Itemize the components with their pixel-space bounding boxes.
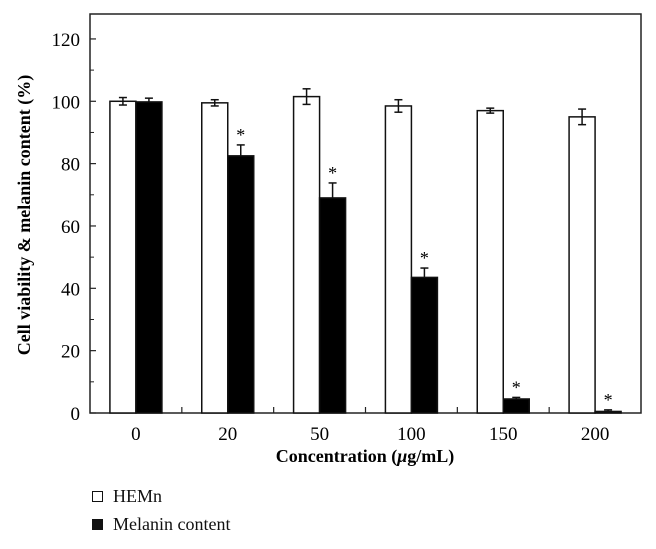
legend-item-melanin: Melanin content: [92, 510, 230, 538]
legend-label: HEMn: [113, 485, 162, 506]
y-tick-label: 80: [61, 155, 80, 176]
x-tick-label: 0: [131, 424, 141, 445]
bar: [568, 116, 596, 414]
bar-chart: 0 20 40 60 80 100 120 0 20 * 50 * 100 * 150 * 200 * Cell …: [14, 13, 642, 467]
x-tick-label: 200: [581, 424, 610, 445]
plot-area: 0 20 40 60 80 100 120 0 20 * 50 * 100 * 150 * 200 *: [52, 13, 642, 445]
y-tick-label: 20: [61, 342, 80, 363]
y-tick-label: 100: [52, 92, 81, 113]
significance-marker: *: [420, 248, 429, 268]
bar: [502, 398, 530, 414]
x-tick-label: 20: [218, 424, 237, 445]
y-axis-label: Cell viability & melanin content (%): [14, 75, 35, 355]
bar: [410, 276, 439, 414]
significance-marker: *: [604, 390, 613, 410]
significance-marker: *: [236, 125, 245, 145]
bar: [292, 95, 321, 414]
bar: [201, 102, 229, 414]
x-tick-label: 100: [397, 424, 426, 445]
legend-label: Melanin content: [113, 513, 231, 534]
bar: [476, 109, 504, 414]
y-tick-label: 40: [61, 279, 80, 300]
plot-frame: [89, 13, 642, 414]
x-axis-label: Concentration (μg/mL): [276, 446, 455, 467]
bar: [109, 100, 137, 414]
x-tick-label: 150: [489, 424, 518, 445]
bar: [384, 105, 413, 414]
legend: HEMn Melanin content: [92, 482, 230, 538]
hollow-square-icon: [92, 490, 103, 502]
y-tick-label: 60: [61, 217, 80, 238]
bar: [318, 197, 347, 414]
filled-square-icon: [92, 518, 103, 530]
significance-marker: *: [328, 163, 337, 183]
legend-item-hemn: HEMn: [92, 482, 230, 510]
y-tick-label: 120: [52, 30, 81, 51]
y-tick-label: 0: [71, 404, 81, 425]
significance-marker: *: [512, 377, 521, 397]
bar: [135, 101, 163, 414]
bar: [594, 410, 622, 414]
x-tick-label: 50: [310, 424, 329, 445]
bar: [227, 155, 255, 414]
